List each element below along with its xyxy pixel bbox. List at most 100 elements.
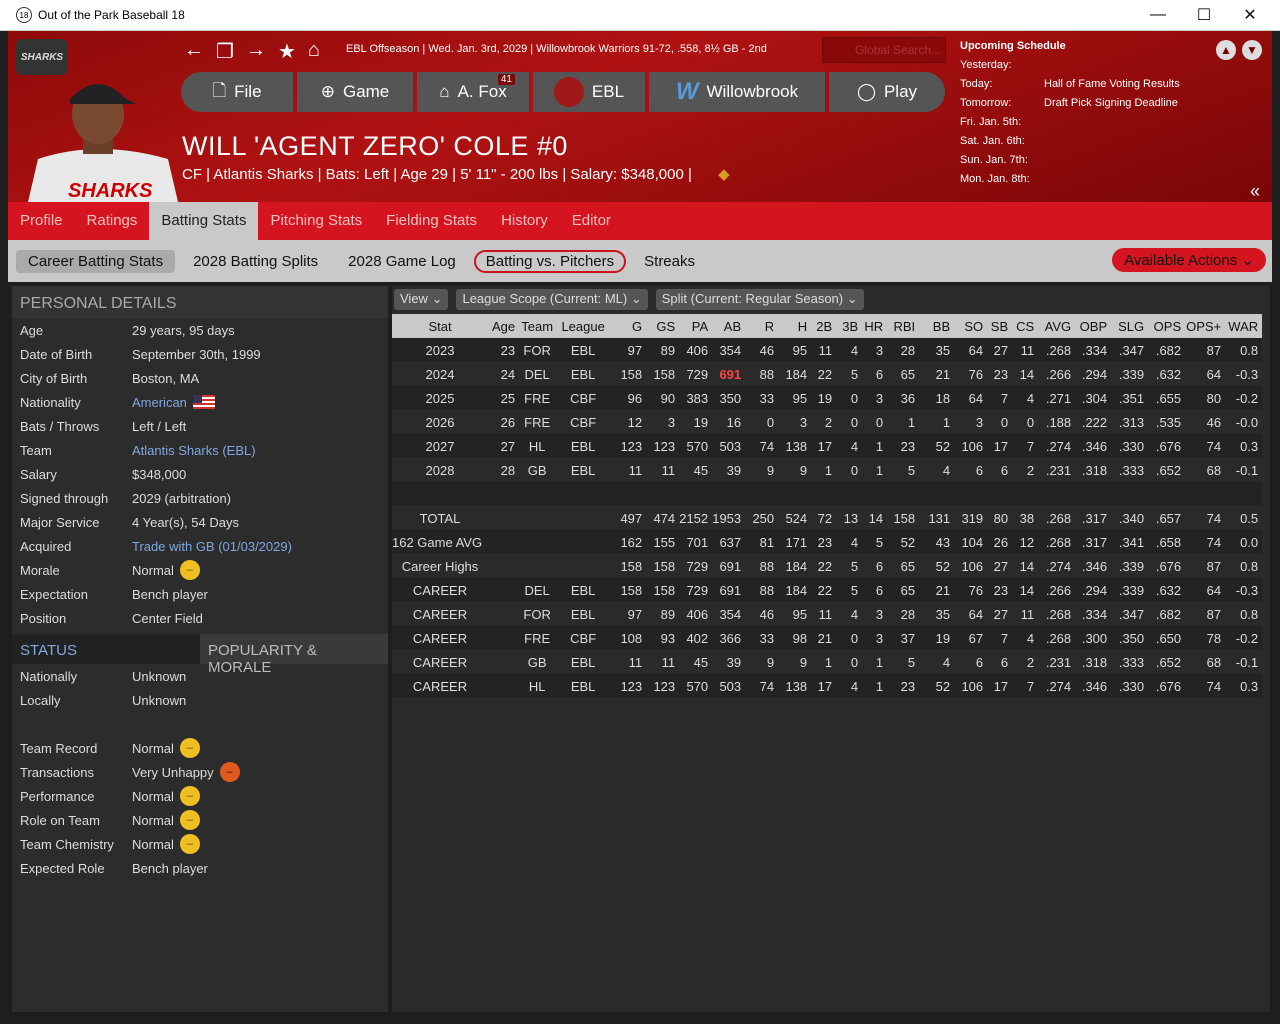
- table-row[interactable]: 2026 26 FRE CBF 12 3 19 16 0 3 2 0 0 1 1 3 0 0.188.222.31…: [392, 410, 1262, 434]
- column-header[interactable]: PA: [679, 314, 713, 338]
- table-cell: EBL: [559, 434, 612, 458]
- nav-team-button[interactable]: W Willowbrook: [649, 72, 825, 112]
- table-row[interactable]: [392, 482, 1263, 506]
- column-header[interactable]: R: [745, 314, 779, 338]
- tab-profile[interactable]: Profile: [20, 212, 63, 229]
- league-scope-dropdown[interactable]: League Scope (Current: ML) ⌄: [456, 289, 648, 310]
- column-header[interactable]: SLG: [1111, 314, 1149, 338]
- table-cell: [919, 482, 955, 506]
- award-icon: ◆: [718, 166, 730, 183]
- table-cell: DEL: [524, 366, 550, 382]
- table-cell: 95: [778, 386, 812, 410]
- column-header[interactable]: H: [778, 314, 812, 338]
- split-dropdown[interactable]: Split (Current: Regular Season) ⌄: [655, 289, 864, 310]
- table-row[interactable]: CAREER FRE CBF 108 93 402 366 33 98 21 0 3 37 19 67 7 4.…: [392, 626, 1263, 650]
- column-header[interactable]: GS: [646, 314, 680, 338]
- star-icon[interactable]: ★: [277, 41, 296, 63]
- table-cell: .266: [1045, 366, 1072, 382]
- detail-row: Locally Unknown: [12, 688, 388, 712]
- nav-file-button[interactable]: 🗋 File: [181, 72, 293, 112]
- nav-league-button[interactable]: EBL: [533, 72, 645, 112]
- available-actions-button[interactable]: Available Actions ⌄: [1112, 248, 1266, 272]
- table-cell: .268: [1038, 338, 1076, 362]
- table-row[interactable]: 162 Game AVG 162 155 701 637 81 171 23 4 5 52 43 104…: [392, 530, 1263, 554]
- column-header[interactable]: CS: [1012, 314, 1039, 338]
- column-header[interactable]: BB: [919, 314, 955, 338]
- subtab-batting-vs-pitchers[interactable]: Batting vs. Pitchers: [473, 249, 627, 273]
- chevron-up-icon[interactable]: ▲: [1216, 40, 1236, 60]
- table-cell: 5: [836, 578, 863, 602]
- detail-value-text[interactable]: American: [132, 394, 187, 410]
- column-header[interactable]: Age: [492, 314, 520, 338]
- table-cell: 11: [818, 606, 833, 622]
- view-dropdown[interactable]: View ⌄: [394, 289, 449, 310]
- table-row[interactable]: 2023 23 FOR EBL 97 89 406 354 46 95 11 4 3 28 35 64 27 11…: [392, 338, 1263, 362]
- nav-manager-button[interactable]: ⌂ A. Fox 41: [417, 72, 529, 112]
- table-cell: HL: [519, 674, 560, 698]
- tab-fielding-stats[interactable]: Fielding Stats: [386, 212, 478, 229]
- tab-editor[interactable]: Editor: [571, 212, 611, 229]
- subtab-career-batting-stats[interactable]: Career Batting Stats: [16, 249, 176, 273]
- table-row[interactable]: Career Highs 158 158 729 691 88 184 22 5 6 65 52 106…: [392, 554, 1262, 578]
- tab-batting-stats[interactable]: Batting Stats: [149, 202, 259, 240]
- minimize-button[interactable]: —: [1150, 6, 1166, 23]
- column-header[interactable]: WAR: [1225, 314, 1263, 338]
- table-cell: [519, 554, 559, 578]
- subtab-streaks[interactable]: Streaks: [644, 252, 695, 270]
- column-header[interactable]: League: [559, 314, 612, 338]
- column-header[interactable]: SB: [987, 314, 1013, 338]
- close-button[interactable]: ✕: [1243, 7, 1257, 24]
- column-header[interactable]: AVG: [1038, 314, 1076, 338]
- column-header[interactable]: G: [611, 314, 647, 338]
- table-row[interactable]: CAREER HL EBL 123 123 570 503 74 138 17 4 1 23 52 106 1…: [392, 674, 1263, 698]
- detail-value-text[interactable]: Atlantis Sharks (EBL): [132, 442, 256, 458]
- column-header[interactable]: OPS: [1148, 314, 1186, 338]
- table-row[interactable]: CAREER GB EBL 11 11 45 39 9 9 1 0 1 5 4 6 6 2.231.318.33…: [392, 650, 1262, 674]
- column-header[interactable]: Team: [519, 314, 560, 338]
- detail-value-text[interactable]: Trade with GB (01/03/2029): [132, 538, 292, 554]
- tab-pitching-stats[interactable]: Pitching Stats: [270, 212, 363, 229]
- table-row[interactable]: CAREER DEL EBL 158 158 729 691 88 184 22 5 6 65 21 76 2…: [392, 578, 1263, 602]
- table-cell: .676: [1148, 674, 1186, 698]
- table-cell: 691: [719, 366, 742, 382]
- tab-ratings[interactable]: Ratings: [86, 212, 138, 229]
- home-icon[interactable]: ⌂: [307, 39, 320, 61]
- nav-game-button[interactable]: ⊕ Game: [297, 72, 413, 112]
- column-header[interactable]: AB: [712, 314, 746, 338]
- tab-popularity-morale[interactable]: POPULARITY & MORALE: [200, 634, 388, 676]
- collapse-icon[interactable]: «: [1250, 181, 1261, 201]
- table-row[interactable]: 2024 24 DEL EBL 158 158 729 691 88 184 22 5 6 65 21 76 2…: [392, 362, 1262, 386]
- table-row[interactable]: CAREER FOR EBL 97 89 406 354 46 95 11 4 3 28 35 64 27 11…: [392, 602, 1262, 626]
- tab-status[interactable]: STATUS: [12, 634, 200, 664]
- subtab-game-log[interactable]: 2028 Game Log: [348, 252, 456, 270]
- nav-play-button[interactable]: ◯ Play: [829, 72, 945, 112]
- column-header[interactable]: 3B: [836, 314, 863, 338]
- subtab-batting-splits[interactable]: 2028 Batting Splits: [193, 252, 319, 270]
- table-cell: 87: [1206, 606, 1222, 622]
- maximize-button[interactable]: ☐: [1196, 7, 1212, 24]
- column-header[interactable]: OBP: [1075, 314, 1112, 338]
- table-row[interactable]: TOTAL 497 474 2152 1953 250 524 72 13 14 158 131 319…: [392, 506, 1262, 530]
- column-header[interactable]: HR: [862, 314, 888, 338]
- back-arrow-icon[interactable]: ←: [184, 39, 204, 61]
- team-logo[interactable]: SHARKS: [16, 39, 68, 75]
- table-cell: 7: [1012, 674, 1039, 698]
- tab-history[interactable]: History: [501, 212, 548, 229]
- column-header[interactable]: 2B: [811, 314, 837, 338]
- table-cell: 0: [836, 386, 863, 410]
- global-search-input[interactable]: Global Search...: [822, 37, 946, 63]
- chevron-down-icon[interactable]: ▼: [1242, 40, 1262, 60]
- column-header[interactable]: OPS+: [1185, 314, 1226, 338]
- table-cell: .222: [1081, 414, 1108, 430]
- column-header[interactable]: RBI: [887, 314, 920, 338]
- copy-icon[interactable]: ❐: [216, 41, 234, 63]
- column-header[interactable]: Stat: [392, 314, 492, 338]
- column-header[interactable]: SO: [954, 314, 988, 338]
- detail-value-text: Bench player: [132, 586, 208, 602]
- table-row[interactable]: 2028 28 GB EBL 11 11 45 39 9 9 1 0 1 5 4 6 6 2.231.318.33…: [392, 458, 1262, 482]
- forward-arrow-icon[interactable]: →: [245, 39, 266, 61]
- table-row[interactable]: 2027 27 HL EBL 123 123 570 503 74 138 17 4 1 23 52 106 1…: [392, 434, 1263, 458]
- table-cell: .271: [1038, 386, 1076, 410]
- table-row[interactable]: 2025 25 FRE CBF 96 90 383 350 33 95 19 0 3 36 18 64 7 4.2…: [392, 386, 1263, 410]
- detail-value: Trade with GB (01/03/2029): [132, 539, 292, 554]
